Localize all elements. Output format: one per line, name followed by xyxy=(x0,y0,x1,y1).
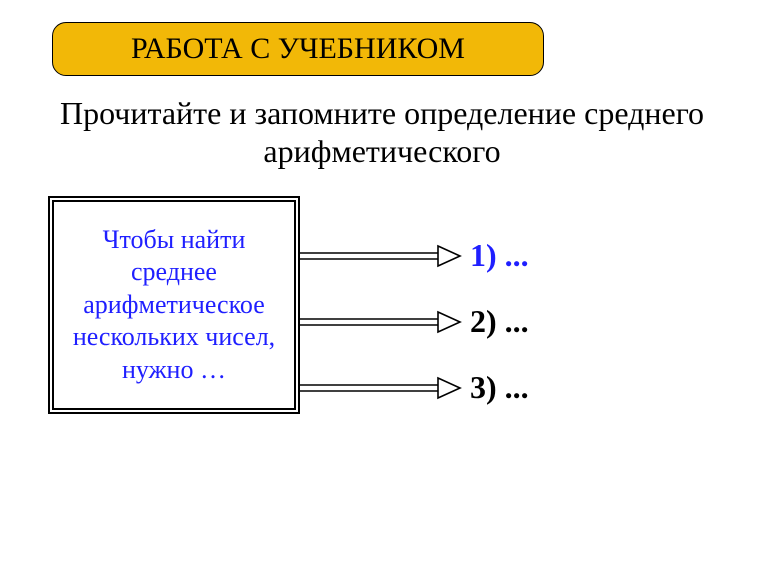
header-box: РАБОТА С УЧЕБНИКОМ xyxy=(52,22,544,76)
instruction-text: Прочитайте и запомните определение средн… xyxy=(32,94,732,171)
step-2-label: 2) ... xyxy=(470,303,529,340)
arrow-3 xyxy=(300,366,464,410)
step-3-label: 3) ... xyxy=(470,369,529,406)
arrow-2 xyxy=(300,300,464,344)
definition-box: Чтобы найти среднее арифметическое неско… xyxy=(48,196,300,414)
arrow-1 xyxy=(300,234,464,278)
step-1-label: 1) ... xyxy=(470,237,529,274)
slide-stage: РАБОТА С УЧЕБНИКОМ Прочитайте и запомнит… xyxy=(0,0,768,576)
